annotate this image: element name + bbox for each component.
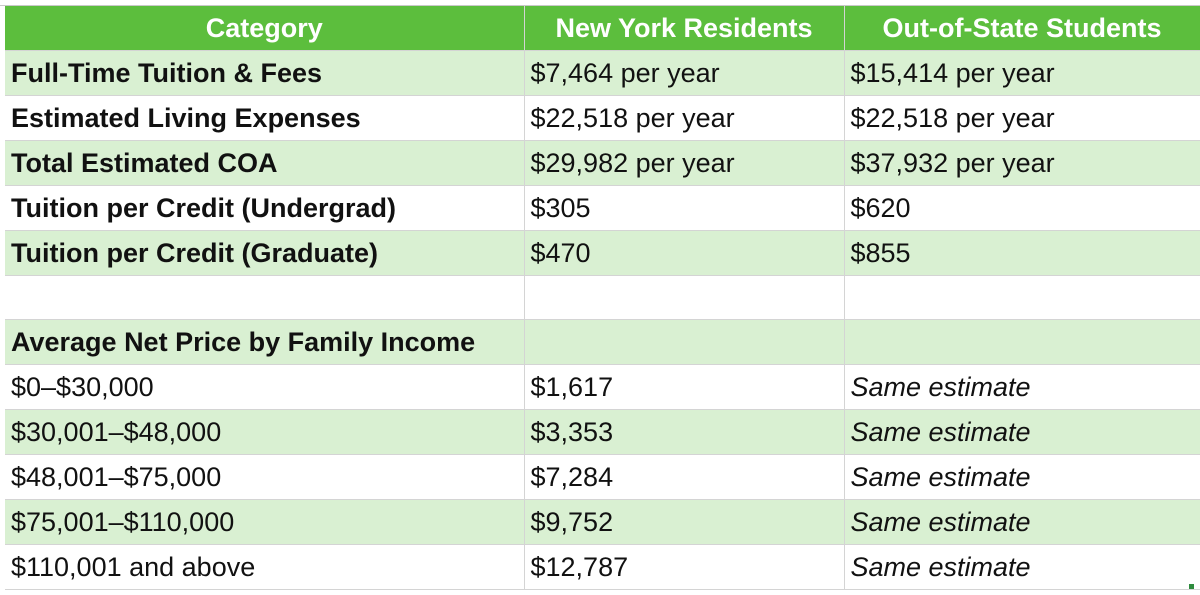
table-row: Estimated Living Expenses $22,518 per ye… (5, 95, 1200, 141)
oos-net-price-cell[interactable]: Same estimate (844, 544, 1200, 590)
oos-value-cell[interactable]: $37,932 per year (844, 140, 1200, 186)
header-row: Category New York Residents Out-of-State… (5, 6, 1200, 51)
ny-value-cell[interactable]: $305 (524, 185, 845, 231)
income-bracket-cell[interactable]: $75,001–$110,000 (5, 499, 525, 545)
table-row: Total Estimated COA $29,982 per year $37… (5, 140, 1200, 186)
ny-value-cell[interactable]: $29,982 per year (524, 140, 845, 186)
section-title-cell[interactable]: Average Net Price by Family Income (5, 319, 525, 365)
ny-net-price-cell[interactable]: $12,787 (524, 544, 845, 590)
table-row: Full-Time Tuition & Fees $7,464 per year… (5, 50, 1200, 96)
ny-value-cell[interactable]: $22,518 per year (524, 95, 845, 141)
section-title-row: Average Net Price by Family Income (5, 319, 1200, 365)
cost-label-cell[interactable]: Full-Time Tuition & Fees (5, 50, 525, 96)
empty-cell[interactable] (844, 275, 1200, 320)
oos-net-price-cell[interactable]: Same estimate (844, 409, 1200, 455)
oos-value-cell[interactable]: $620 (844, 185, 1200, 231)
empty-cell[interactable] (5, 275, 525, 320)
income-bracket-cell[interactable]: $0–$30,000 (5, 364, 525, 410)
empty-row (5, 275, 1200, 320)
header-out-of-state[interactable]: Out-of-State Students (844, 6, 1200, 51)
income-bracket-cell[interactable]: $30,001–$48,000 (5, 409, 525, 455)
table-row: $30,001–$48,000 $3,353 Same estimate (5, 409, 1200, 455)
oos-value-cell[interactable]: $15,414 per year (844, 50, 1200, 96)
ny-net-price-cell[interactable]: $7,284 (524, 454, 845, 500)
empty-cell[interactable] (524, 275, 845, 320)
table-row: $48,001–$75,000 $7,284 Same estimate (5, 454, 1200, 500)
cost-label-cell[interactable]: Tuition per Credit (Graduate) (5, 230, 525, 276)
empty-cell[interactable] (524, 319, 845, 365)
cost-label-cell[interactable]: Estimated Living Expenses (5, 95, 525, 141)
header-ny-residents[interactable]: New York Residents (524, 6, 845, 51)
table-row: $0–$30,000 $1,617 Same estimate (5, 364, 1200, 410)
oos-net-price-cell[interactable]: Same estimate (844, 364, 1200, 410)
header-category[interactable]: Category (5, 6, 525, 51)
table-row: Tuition per Credit (Graduate) $470 $855 (5, 230, 1200, 276)
empty-cell[interactable] (844, 319, 1200, 365)
top-border (0, 0, 1200, 6)
table-row: $75,001–$110,000 $9,752 Same estimate (5, 499, 1200, 545)
income-bracket-cell[interactable]: $110,001 and above (5, 544, 525, 590)
ny-value-cell[interactable]: $7,464 per year (524, 50, 845, 96)
oos-net-price-cell[interactable]: Same estimate (844, 454, 1200, 500)
ny-net-price-cell[interactable]: $3,353 (524, 409, 845, 455)
ny-value-cell[interactable]: $470 (524, 230, 845, 276)
income-bracket-cell[interactable]: $48,001–$75,000 (5, 454, 525, 500)
table-row: $110,001 and above $12,787 Same estimate (5, 544, 1200, 590)
oos-value-cell[interactable]: $22,518 per year (844, 95, 1200, 141)
ny-net-price-cell[interactable]: $1,617 (524, 364, 845, 410)
resize-handle[interactable] (1189, 584, 1194, 589)
table-row: Tuition per Credit (Undergrad) $305 $620 (5, 185, 1200, 231)
oos-value-cell[interactable]: $855 (844, 230, 1200, 276)
oos-net-price-cell[interactable]: Same estimate (844, 499, 1200, 545)
cost-table: Category New York Residents Out-of-State… (5, 6, 1200, 590)
cost-label-cell[interactable]: Total Estimated COA (5, 140, 525, 186)
cost-label-cell[interactable]: Tuition per Credit (Undergrad) (5, 185, 525, 231)
ny-net-price-cell[interactable]: $9,752 (524, 499, 845, 545)
